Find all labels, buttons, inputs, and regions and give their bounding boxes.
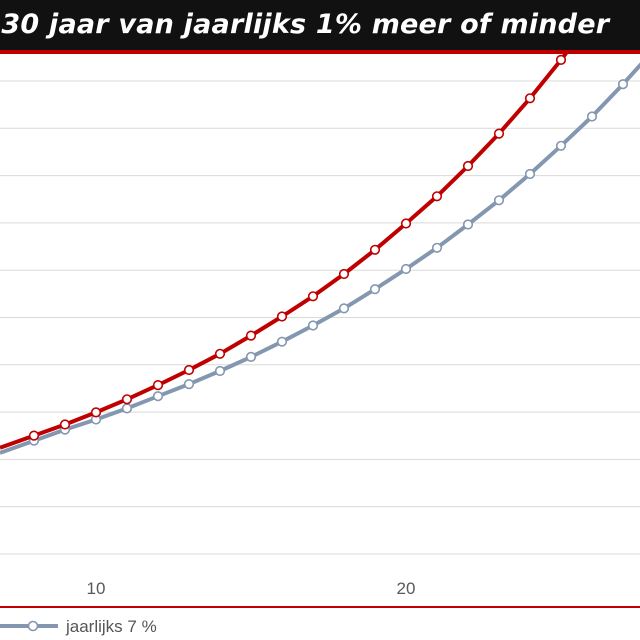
- legend: jaarlijks 7 %: [0, 612, 640, 640]
- data-point-gray-12: [152, 391, 164, 402]
- data-point-red-17: [307, 291, 319, 302]
- data-point-red-25: [555, 54, 567, 66]
- data-point-gray-11: [121, 403, 133, 414]
- data-point-red-21: [431, 191, 443, 202]
- data-point-red-13: [183, 364, 195, 376]
- data-point-red-15: [245, 330, 257, 341]
- x-tick-label-20: 20: [397, 579, 416, 598]
- data-point-gray-21: [431, 242, 443, 253]
- data-point-gray-27: [617, 79, 629, 90]
- data-point-gray-22: [462, 219, 474, 230]
- legend-divider: [0, 606, 640, 608]
- data-point-red-23: [493, 128, 505, 139]
- x-tick-label-10: 10: [87, 579, 106, 598]
- data-point-gray-26: [586, 111, 598, 122]
- data-point-gray-25: [555, 140, 567, 151]
- data-point-gray-18: [338, 303, 350, 314]
- legend-swatch-gray-series: [0, 620, 58, 632]
- data-point-gray-17: [307, 320, 319, 331]
- data-point-red-19: [369, 244, 381, 255]
- chart-title-bar: ver 30 jaar van jaarlijks 1% meer of min…: [0, 0, 640, 54]
- data-point-red-12: [152, 380, 164, 391]
- data-point-gray-24: [524, 168, 536, 180]
- line-chart: 10 20: [0, 54, 640, 598]
- data-point-red-18: [338, 268, 350, 280]
- series-line-red: [0, 54, 568, 450]
- chart-title: ver 30 jaar van jaarlijks 1% meer of min…: [0, 9, 610, 40]
- data-point-red-24: [524, 93, 536, 104]
- data-point-red-8: [28, 430, 40, 441]
- series-line-gray: [0, 62, 640, 455]
- data-point-gray-14: [214, 365, 226, 377]
- legend-label-gray-series: jaarlijks 7 %: [66, 617, 157, 636]
- data-point-red-20: [400, 218, 412, 229]
- data-point-gray-13: [183, 379, 195, 390]
- data-point-gray-20: [400, 263, 412, 275]
- data-point-red-16: [276, 311, 288, 322]
- data-point-red-22: [462, 160, 474, 172]
- data-point-gray-15: [245, 351, 257, 363]
- data-point-red-9: [59, 419, 71, 430]
- data-point-gray-16: [276, 336, 288, 347]
- data-point-red-11: [121, 394, 133, 405]
- data-point-red-10: [90, 407, 102, 418]
- data-point-gray-23: [493, 195, 505, 206]
- data-point-gray-19: [369, 284, 381, 295]
- data-point-red-14: [214, 348, 226, 359]
